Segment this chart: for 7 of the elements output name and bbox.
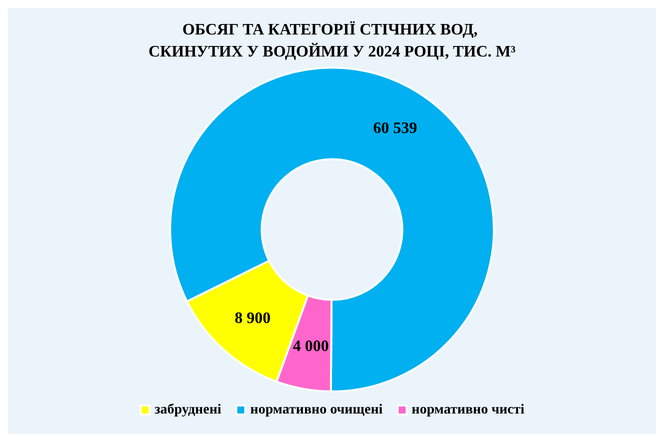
legend-label: нормативно чисті bbox=[412, 402, 524, 418]
legend-label: забруднені bbox=[154, 402, 222, 418]
data-label: 60 539 bbox=[373, 120, 418, 138]
legend-label: нормативно очищені bbox=[250, 402, 383, 418]
data-label: 8 900 bbox=[234, 310, 271, 327]
data-label: 4 000 bbox=[292, 338, 329, 356]
chart-title: ОБСЯГ ТА КАТЕГОРІЇ СТІЧНИХ ВОД, СКИНУТИХ У ВОДОЙМИ У 2024 РОЦІ, ТИС. М³ bbox=[148, 20, 516, 60]
